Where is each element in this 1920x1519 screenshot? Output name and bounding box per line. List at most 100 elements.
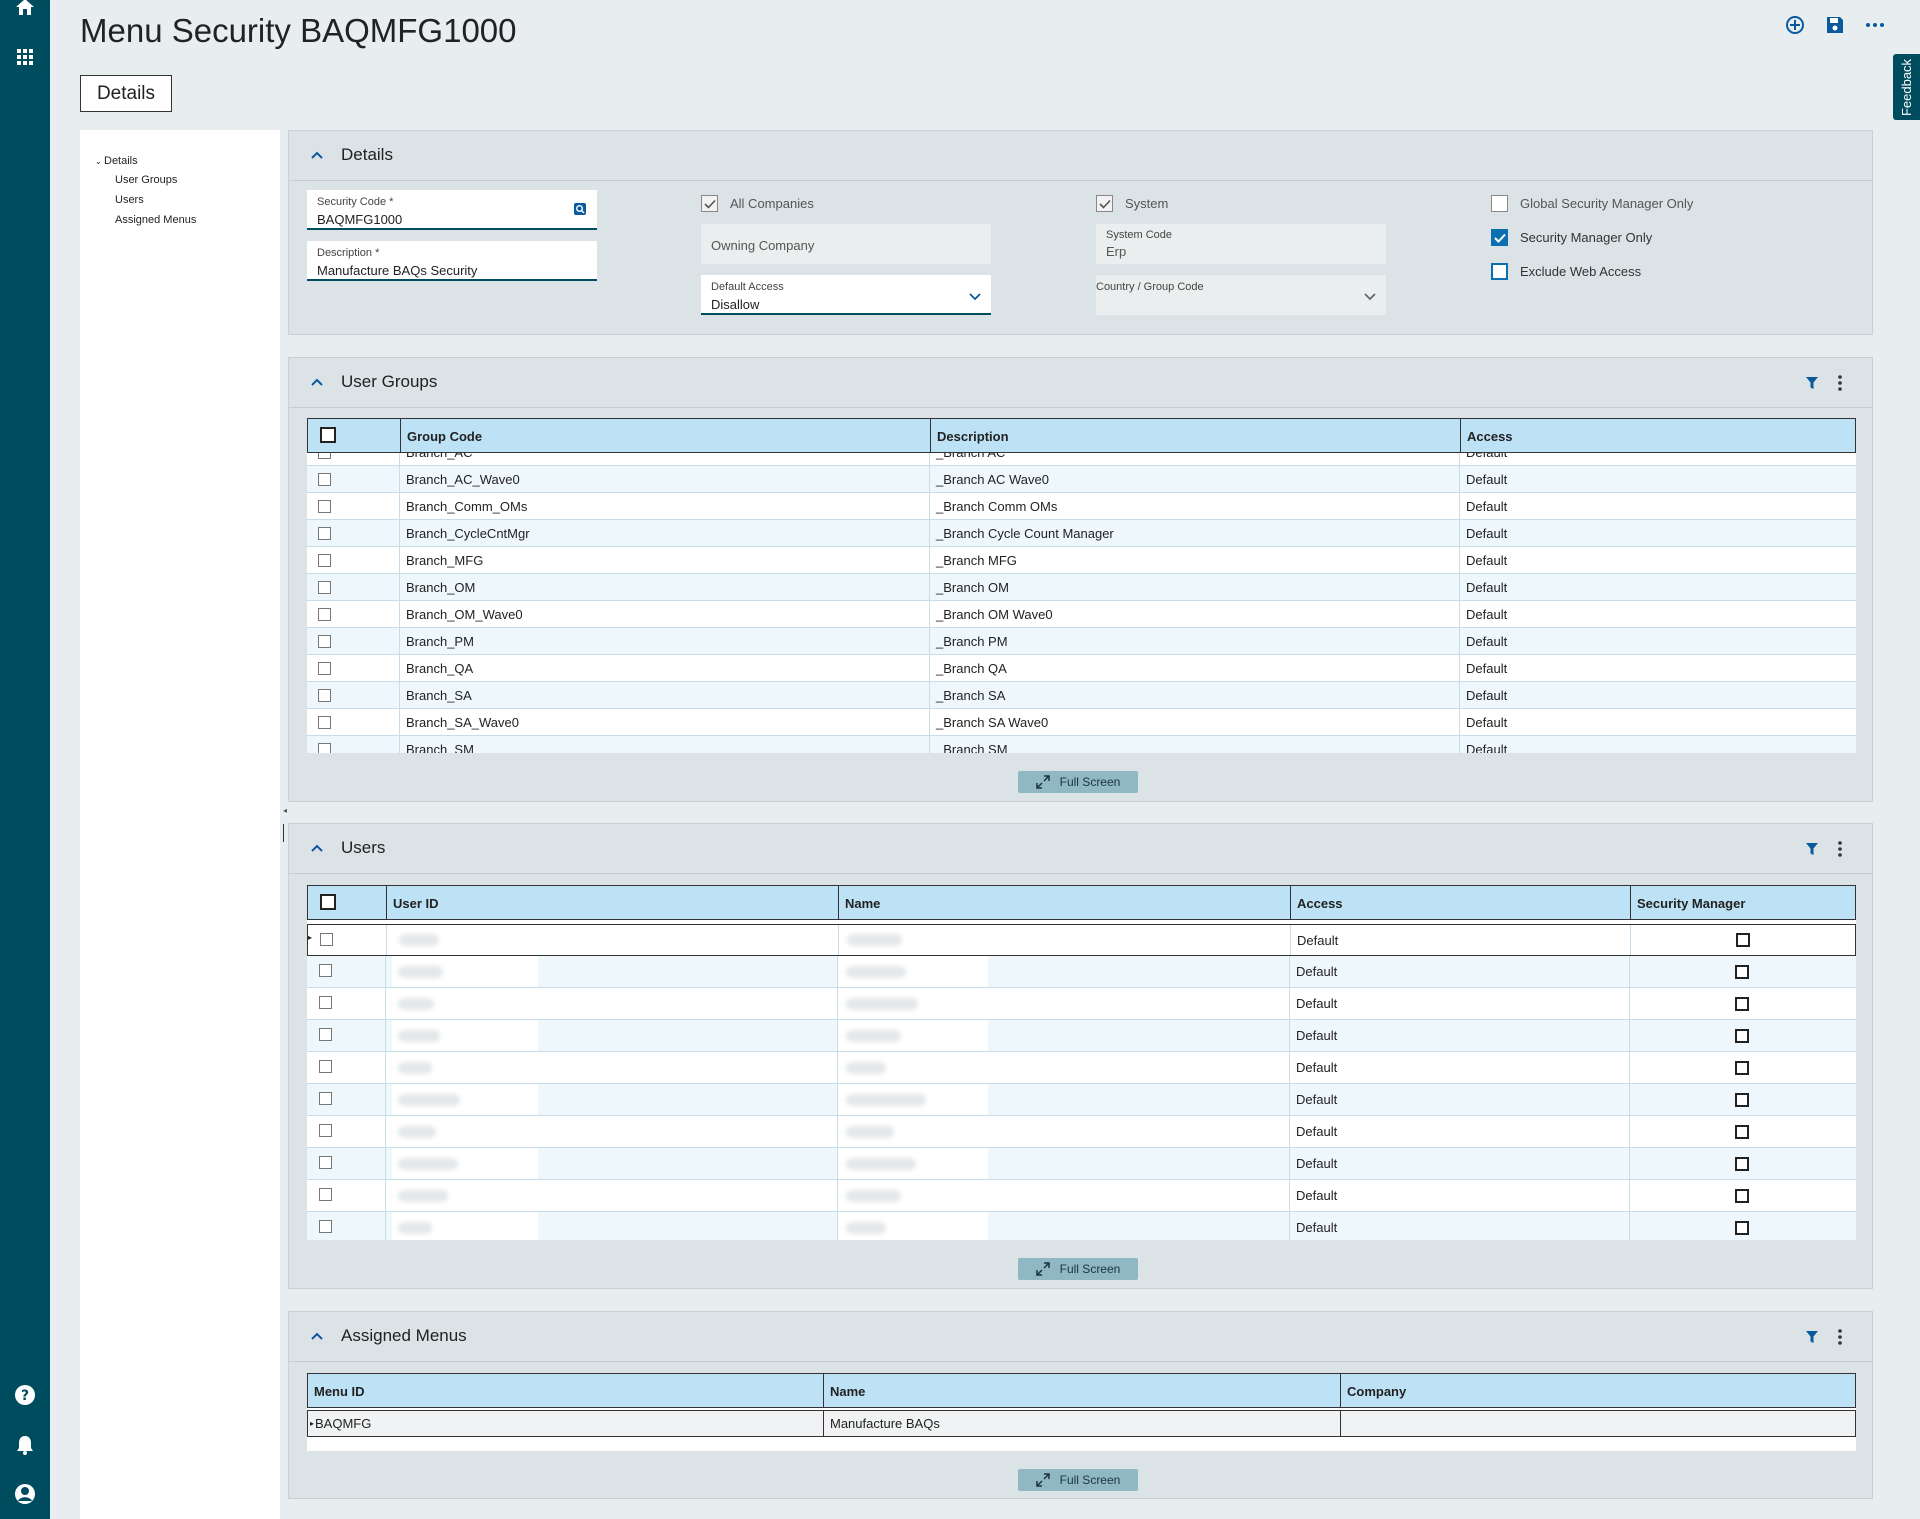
description-field[interactable]: Description * Manufacture BAQs Security (307, 241, 597, 281)
apps-grid-icon[interactable] (12, 44, 38, 70)
more-vertical-icon[interactable] (1830, 373, 1850, 393)
select-all-checkbox[interactable] (320, 894, 336, 910)
table-row[interactable]: Branch_CycleCntMgr _Branch Cycle Count Ma… (307, 520, 1856, 547)
security-manager-checkbox[interactable] (1735, 1060, 1749, 1075)
filter-icon[interactable] (1802, 839, 1822, 859)
table-row[interactable]: Default (307, 1116, 1856, 1148)
row-checkbox[interactable] (318, 453, 331, 459)
filter-icon[interactable] (1802, 373, 1822, 393)
row-checkbox[interactable] (319, 1220, 332, 1233)
security-manager-checkbox[interactable] (1735, 1092, 1749, 1107)
filter-icon[interactable] (1802, 1327, 1822, 1347)
security-manager-checkbox[interactable] (1735, 964, 1749, 979)
row-checkbox[interactable] (319, 1092, 332, 1105)
users-full-screen-button[interactable]: Full Screen (1018, 1258, 1138, 1280)
system-checkbox[interactable]: System (1096, 195, 1168, 212)
column-header-description[interactable]: Description (931, 419, 1461, 452)
table-row[interactable]: ▸ BAQMFG Manufacture BAQs (307, 1410, 1856, 1437)
table-row[interactable]: Branch_MFG _Branch MFG Default (307, 547, 1856, 574)
row-checkbox[interactable] (319, 996, 332, 1009)
column-header-name[interactable]: Name (839, 886, 1291, 919)
security-code-field[interactable]: Security Code * BAQMFG1000 (307, 190, 597, 230)
security-manager-checkbox[interactable] (1735, 1028, 1749, 1043)
owning-company-field[interactable]: Owning Company (701, 224, 991, 264)
table-row[interactable]: Default (307, 1020, 1856, 1052)
table-row[interactable]: Branch_PM _Branch PM Default (307, 628, 1856, 655)
column-header-access[interactable]: Access (1467, 429, 1513, 444)
row-checkbox[interactable] (318, 499, 331, 513)
row-checkbox[interactable] (318, 472, 331, 486)
row-checkbox[interactable] (318, 526, 331, 540)
more-vertical-icon[interactable] (1830, 839, 1850, 859)
column-header-name[interactable]: Name (824, 1374, 1341, 1407)
table-row[interactable]: Default (307, 1084, 1856, 1116)
add-new-icon[interactable] (1780, 10, 1810, 40)
row-checkbox[interactable] (318, 688, 331, 702)
more-options-icon[interactable] (1860, 10, 1890, 40)
more-vertical-icon[interactable] (1830, 1327, 1850, 1347)
column-header-menu-id[interactable]: Menu ID (308, 1374, 824, 1407)
table-row[interactable]: Default (307, 1052, 1856, 1084)
security-manager-checkbox[interactable] (1735, 1188, 1749, 1203)
table-row[interactable]: Branch_SA_Wave0 _Branch SA Wave0 Default (307, 709, 1856, 736)
security-manager-checkbox[interactable] (1735, 996, 1749, 1011)
table-row[interactable]: Branch_OM _Branch OM Default (307, 574, 1856, 601)
nav-item-details[interactable]: ⌄ Details (95, 155, 138, 167)
table-row[interactable]: Branch_QA _Branch QA Default (307, 655, 1856, 682)
row-checkbox[interactable] (319, 1028, 332, 1041)
assigned-menus-full-screen-button[interactable]: Full Screen (1018, 1469, 1138, 1491)
nav-item-assigned-menus[interactable]: Assigned Menus (115, 214, 197, 226)
table-row[interactable]: Branch_SA _Branch SA Default (307, 682, 1856, 709)
row-checkbox[interactable] (318, 580, 331, 594)
security-manager-checkbox[interactable] (1735, 1156, 1749, 1171)
row-checkbox[interactable] (318, 715, 331, 729)
notification-bell-icon[interactable] (12, 1432, 38, 1458)
user-groups-full-screen-button[interactable]: Full Screen (1018, 771, 1138, 793)
chevron-up-icon[interactable] (309, 147, 325, 163)
table-row[interactable]: Default (307, 1148, 1856, 1180)
row-checkbox[interactable] (318, 553, 331, 567)
feedback-tab[interactable]: Feedback (1893, 54, 1920, 120)
chevron-up-icon[interactable] (309, 840, 325, 856)
security-manager-only-checkbox[interactable]: Security Manager Only (1491, 229, 1652, 246)
user-account-icon[interactable] (12, 1481, 38, 1507)
table-row[interactable]: Branch_OM_Wave0 _Branch OM Wave0 Default (307, 601, 1856, 628)
tab-details[interactable]: Details (80, 75, 172, 112)
exclude-web-access-checkbox[interactable]: Exclude Web Access (1491, 263, 1641, 280)
all-companies-checkbox[interactable]: All Companies (701, 195, 814, 212)
global-security-manager-only-checkbox[interactable]: Global Security Manager Only (1491, 195, 1693, 212)
table-row[interactable]: Branch_SM _Branch SM Default (307, 736, 1856, 753)
table-row[interactable]: Branch_AC_Branch ACDefault (307, 453, 1856, 466)
column-header-access[interactable]: Access (1291, 886, 1631, 919)
row-checkbox[interactable] (319, 1156, 332, 1169)
row-checkbox[interactable] (318, 607, 331, 621)
search-lookup-icon[interactable] (573, 202, 587, 219)
table-row[interactable]: Default (307, 956, 1856, 988)
row-checkbox[interactable] (318, 661, 331, 675)
column-header-group-code[interactable]: Group Code (401, 419, 931, 452)
column-header-security-manager[interactable]: Security Manager (1637, 896, 1746, 911)
nav-item-user-groups[interactable]: User Groups (115, 174, 178, 186)
table-row[interactable]: Branch_Comm_OMs _Branch Comm OMs Default (307, 493, 1856, 520)
country-group-code-dropdown[interactable]: Country / Group Code (1096, 275, 1386, 315)
chevron-up-icon[interactable] (309, 374, 325, 390)
table-row[interactable]: Branch_AC_Wave0 _Branch AC Wave0 Default (307, 466, 1856, 493)
security-manager-checkbox[interactable] (1736, 933, 1750, 947)
row-checkbox[interactable] (319, 1060, 332, 1073)
security-manager-checkbox[interactable] (1735, 1124, 1749, 1139)
column-header-company[interactable]: Company (1347, 1384, 1407, 1399)
column-header-user-id[interactable]: User ID (387, 886, 839, 919)
splitter-handle[interactable]: ◂ (282, 806, 287, 842)
row-checkbox[interactable] (319, 1188, 332, 1201)
nav-item-users[interactable]: Users (115, 194, 144, 206)
select-all-checkbox[interactable] (320, 427, 336, 443)
save-icon[interactable] (1820, 10, 1850, 40)
row-checkbox[interactable] (319, 964, 332, 977)
row-checkbox[interactable] (318, 634, 331, 648)
row-checkbox[interactable] (318, 742, 331, 753)
table-row[interactable]: Default (307, 1180, 1856, 1212)
table-row[interactable]: Default (307, 988, 1856, 1020)
table-row[interactable]: Default (307, 1212, 1856, 1240)
home-icon[interactable] (12, 0, 38, 20)
chevron-up-icon[interactable] (309, 1328, 325, 1344)
